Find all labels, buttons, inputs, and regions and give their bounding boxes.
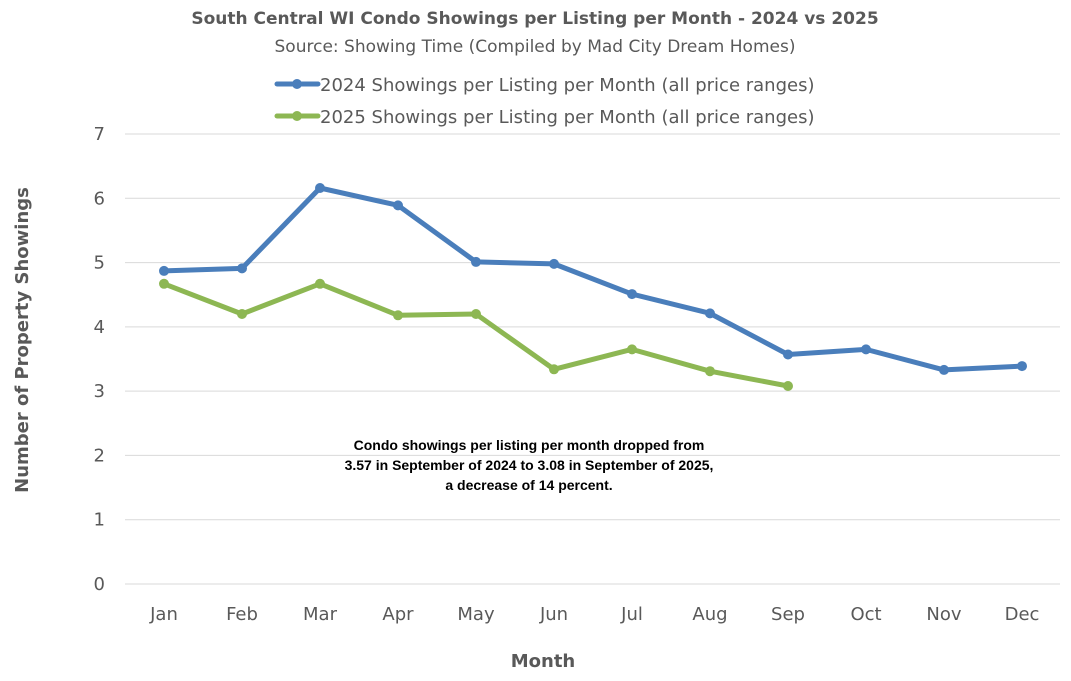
x-tick-label: Oct bbox=[850, 604, 881, 625]
x-tick-label: Feb bbox=[226, 604, 258, 625]
annotation-line-1: Condo showings per listing per month dro… bbox=[354, 437, 705, 453]
data-point bbox=[705, 366, 715, 377]
y-tick-label: 1 bbox=[94, 510, 105, 531]
data-point bbox=[627, 289, 637, 300]
x-tick-label: Jul bbox=[620, 604, 643, 625]
annotation-line-2: 3.57 in September of 2024 to 3.08 in Sep… bbox=[345, 457, 714, 473]
data-point bbox=[471, 309, 481, 319]
data-point bbox=[315, 183, 325, 193]
legend-marker bbox=[292, 111, 302, 121]
x-tick-label: Jun bbox=[539, 604, 568, 625]
data-point bbox=[159, 265, 169, 276]
x-tick-label: May bbox=[457, 604, 495, 625]
data-point bbox=[705, 308, 715, 319]
data-point bbox=[237, 263, 247, 274]
x-tick-label: Mar bbox=[303, 604, 338, 625]
data-point bbox=[549, 364, 559, 375]
data-point bbox=[783, 381, 793, 391]
data-point bbox=[159, 278, 169, 289]
y-tick-label: 5 bbox=[94, 253, 105, 274]
data-point bbox=[393, 200, 403, 211]
y-tick-label: 4 bbox=[94, 317, 105, 338]
data-point bbox=[393, 310, 403, 321]
data-point bbox=[549, 258, 559, 269]
series-line-2024 bbox=[163, 185, 1023, 373]
y-tick-label: 7 bbox=[94, 124, 105, 145]
y-tick-label: 0 bbox=[94, 574, 105, 595]
data-point bbox=[783, 349, 793, 360]
data-point bbox=[471, 256, 481, 267]
y-tick-label: 2 bbox=[94, 445, 105, 466]
x-tick-label: Sep bbox=[771, 604, 805, 625]
data-point bbox=[1017, 361, 1027, 372]
x-axis-label: Month bbox=[511, 651, 576, 672]
chart-title: South Central WI Condo Showings per List… bbox=[191, 9, 878, 29]
annotation-line-3: a decrease of 14 percent. bbox=[445, 477, 612, 493]
x-tick-label: Dec bbox=[1005, 604, 1040, 625]
y-tick-label: 3 bbox=[94, 381, 105, 402]
x-tick-label: Nov bbox=[926, 604, 961, 625]
data-point bbox=[627, 344, 637, 355]
data-point bbox=[861, 344, 871, 355]
y-tick-label: 6 bbox=[94, 188, 105, 209]
x-tick-label: Jan bbox=[149, 604, 178, 625]
legend-label: 2025 Showings per Listing per Month (all… bbox=[320, 107, 814, 128]
x-tick-label: Aug bbox=[692, 604, 727, 625]
y-axis-label: Number of Property Showings bbox=[12, 187, 33, 493]
data-point bbox=[939, 364, 949, 375]
data-point bbox=[237, 309, 247, 319]
legend-label: 2024 Showings per Listing per Month (all… bbox=[320, 75, 814, 96]
data-point bbox=[315, 278, 325, 289]
chart-subtitle: Source: Showing Time (Compiled by Mad Ci… bbox=[275, 37, 796, 57]
x-tick-label: Apr bbox=[382, 604, 414, 625]
legend-marker bbox=[292, 79, 302, 89]
series-line-2025 bbox=[163, 281, 789, 389]
